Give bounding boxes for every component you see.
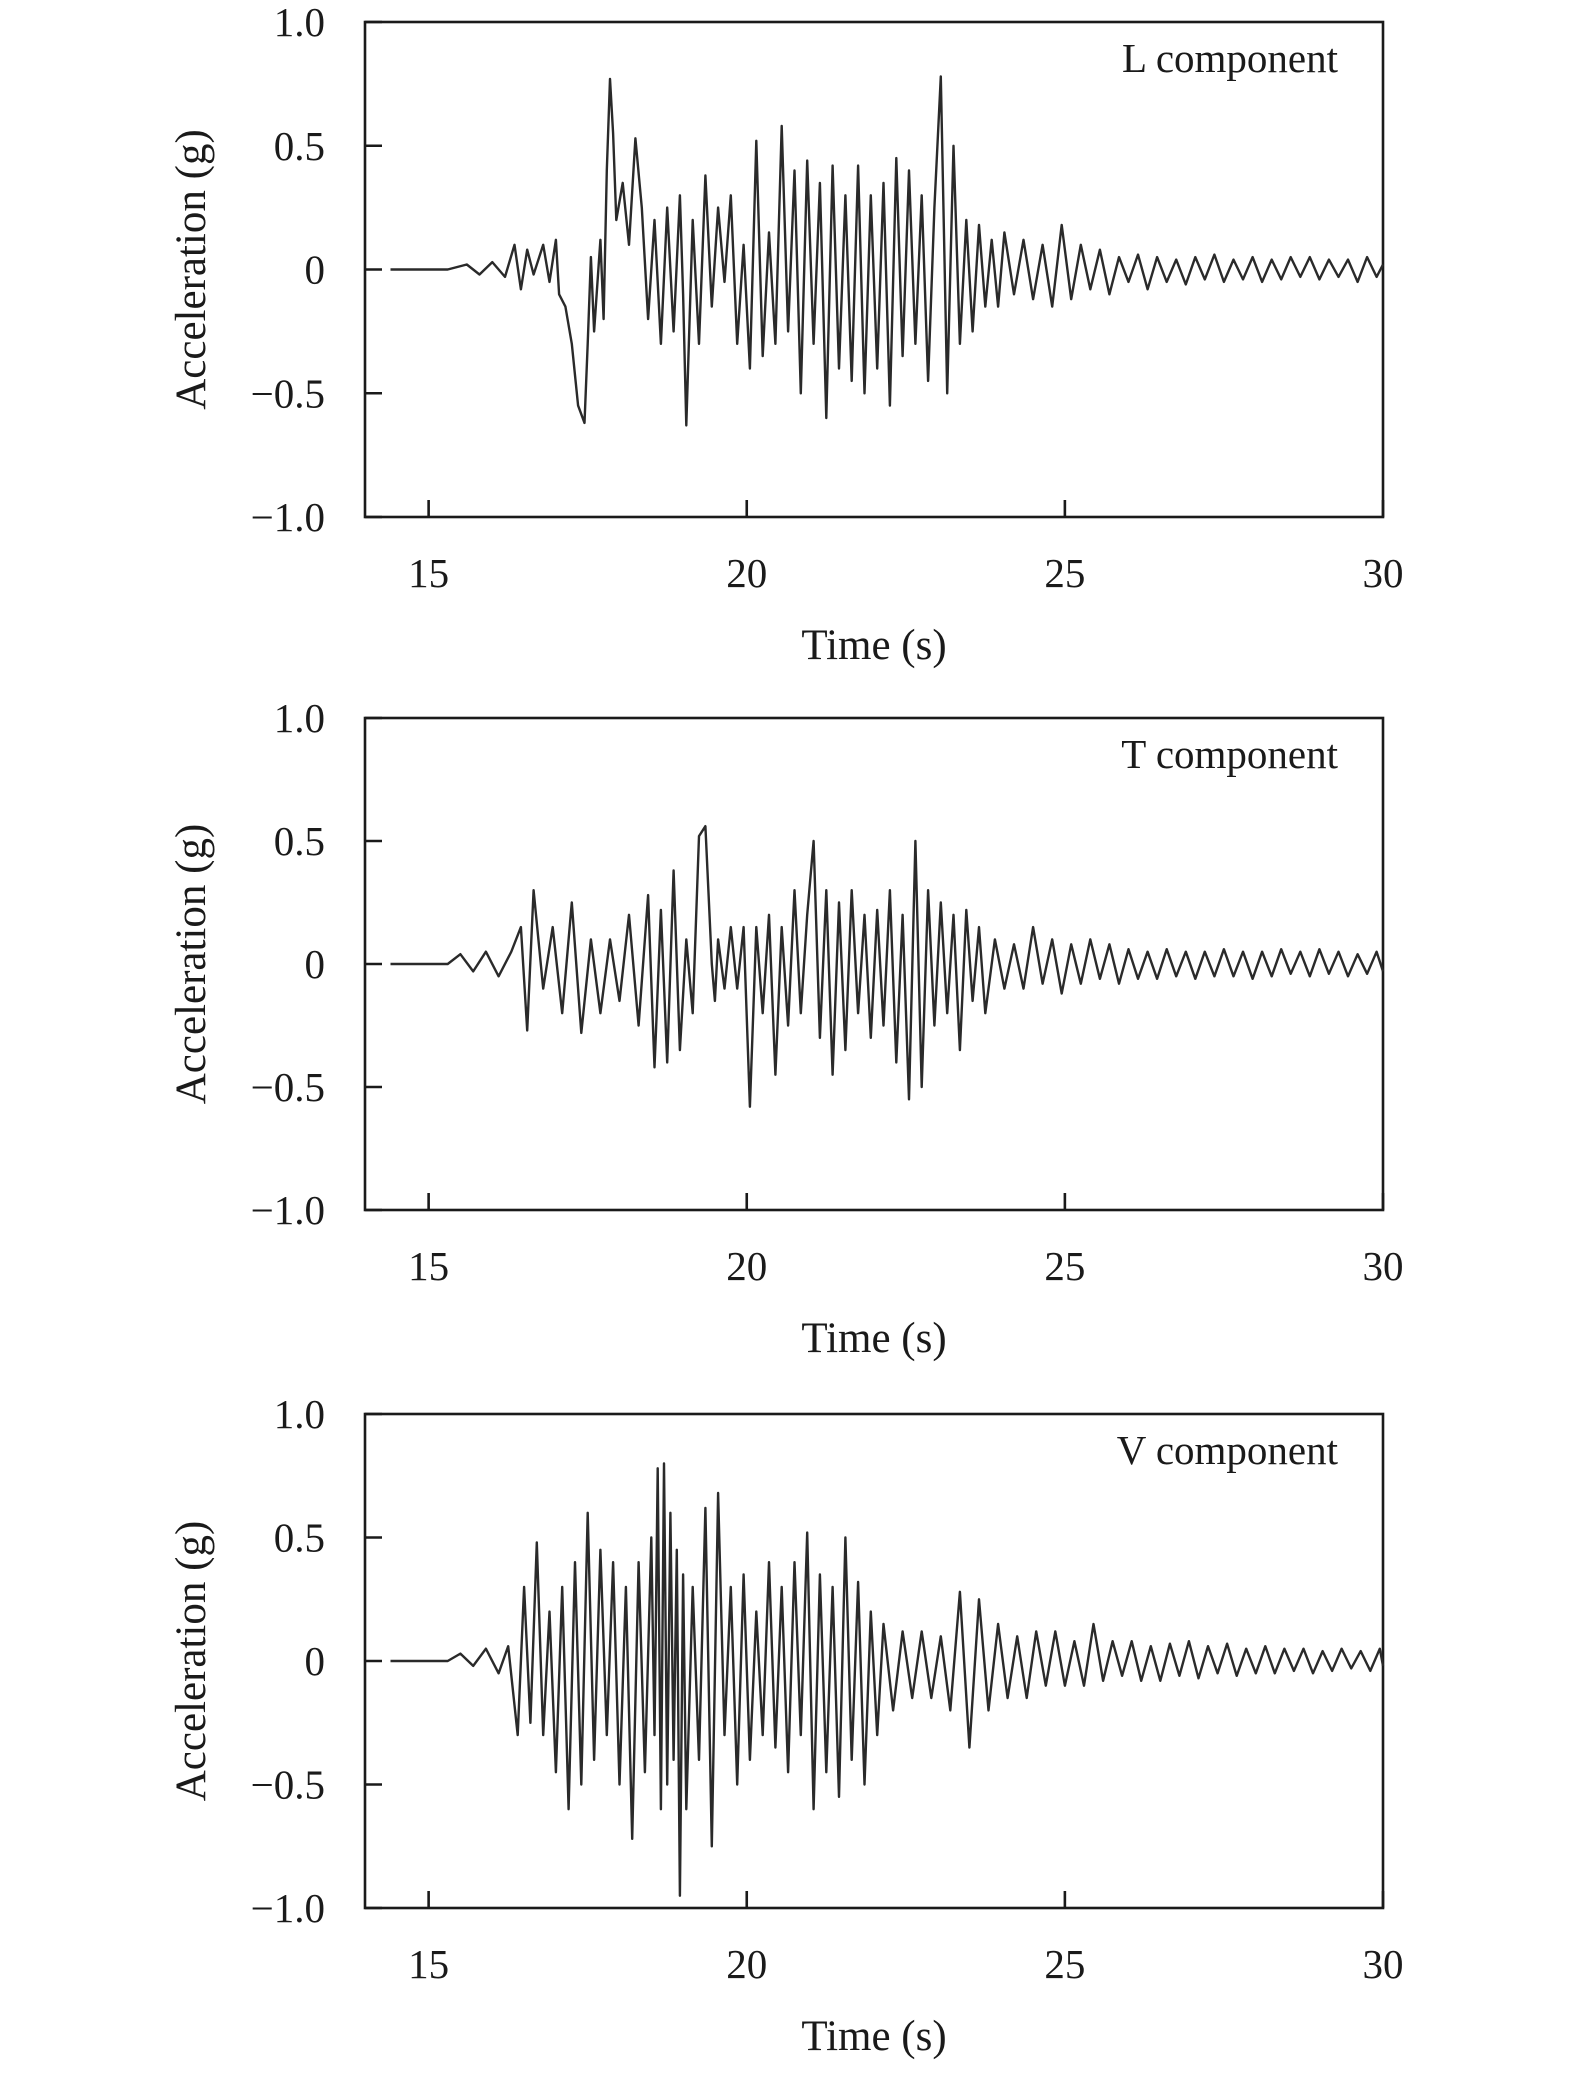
component-label: V component	[1117, 1427, 1339, 1473]
x-tick-label: 30	[1363, 1243, 1404, 1289]
y-tick-label: 0.5	[274, 123, 325, 169]
y-tick-label: 0.5	[274, 818, 325, 864]
acceleration-trace	[390, 825, 1385, 1108]
x-tick-label: 25	[1044, 1243, 1085, 1289]
y-tick-label: 0	[305, 247, 326, 293]
x-tick-label: 30	[1363, 550, 1404, 596]
y-axis-title: Acceleration (g)	[168, 129, 215, 410]
y-tick-label: 0.5	[274, 1515, 325, 1561]
x-tick-label: 15	[408, 550, 449, 596]
x-tick-label: 15	[408, 1941, 449, 1987]
x-tick-label: 20	[726, 550, 767, 596]
x-tick-label: 25	[1044, 550, 1085, 596]
y-tick-label: 1.0	[274, 0, 325, 45]
chart-panel-3: 1.0 0.5 0 −0.5 −1.0 15 20 25 30 Time (s) Accelerat…	[168, 1391, 1404, 2060]
component-label: T component	[1121, 731, 1338, 777]
y-axis-title: Acceleration (g)	[168, 1521, 215, 1802]
x-axis-title: Time (s)	[801, 1315, 946, 1362]
y-tick-label: −1.0	[251, 494, 325, 540]
y-tick-label: 0	[305, 1638, 326, 1684]
x-tick-label: 20	[726, 1941, 767, 1987]
acceleration-trace	[390, 1462, 1385, 1897]
y-tick-label: −0.5	[251, 1762, 325, 1808]
x-tick-label: 15	[408, 1243, 449, 1289]
y-tick-label: 0	[305, 941, 326, 987]
y-tick-label: 1.0	[274, 695, 325, 741]
y-tick-label: 1.0	[274, 1391, 325, 1437]
acceleration-trace	[390, 75, 1385, 427]
y-axis-title: Acceleration (g)	[168, 824, 215, 1105]
x-tick-label: 30	[1363, 1941, 1404, 1987]
chart-panel-2: 1.0 0.5 0 −0.5 −1.0 15 20 25 30 Time (s) Accelerat…	[168, 695, 1404, 1362]
y-tick-label: −1.0	[251, 1187, 325, 1233]
chart-panel-1: 1.0 0.5 0 −0.5 −1.0 15 20 25 30 Time (s) Accelerat…	[168, 0, 1404, 669]
y-tick-label: −0.5	[251, 1064, 325, 1110]
x-axis-title: Time (s)	[801, 622, 946, 669]
component-label: L component	[1122, 35, 1339, 81]
x-tick-label: 25	[1044, 1941, 1085, 1987]
x-axis-title: Time (s)	[801, 2013, 946, 2060]
x-tick-label: 20	[726, 1243, 767, 1289]
y-tick-label: −0.5	[251, 370, 325, 416]
y-tick-label: −1.0	[251, 1885, 325, 1931]
